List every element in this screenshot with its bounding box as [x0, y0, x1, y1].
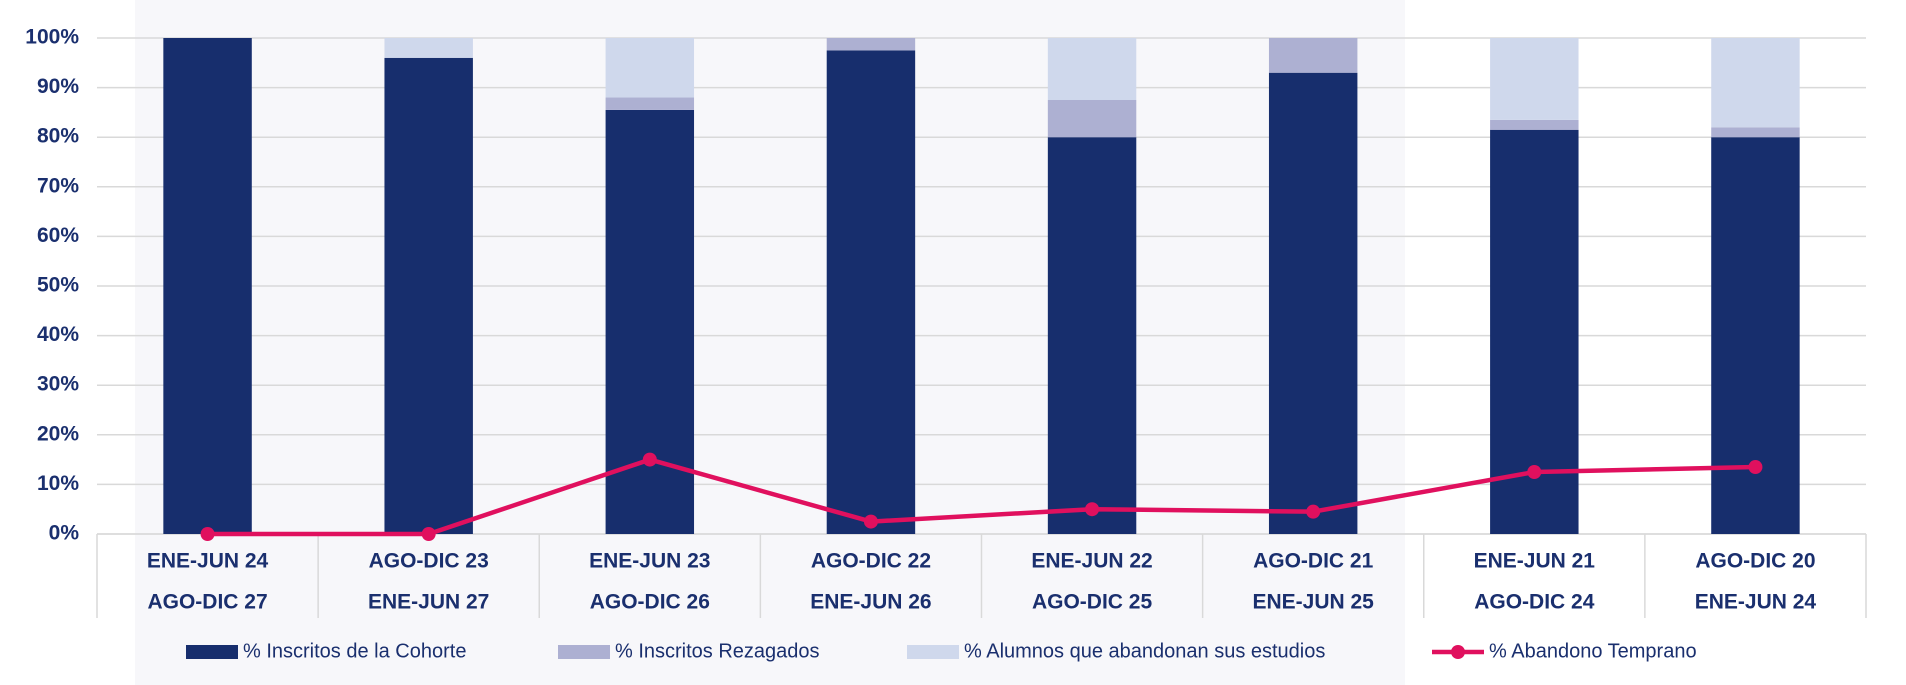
legend-swatch — [186, 645, 238, 659]
line-marker — [200, 527, 215, 541]
legend-marker — [1451, 645, 1465, 659]
legend-swatch — [907, 645, 959, 659]
bar-segment — [1711, 127, 1800, 138]
x-tick-label: AGO-DIC 25 — [1032, 591, 1153, 614]
y-tick-label: 30% — [37, 373, 79, 396]
y-tick-label: 10% — [37, 472, 79, 495]
x-tick-label: ENE-JUN 27 — [368, 591, 489, 614]
bar-segment — [384, 38, 473, 58]
x-tick-label: ENE-JUN 26 — [810, 591, 931, 614]
watermark-panel — [135, 0, 1405, 685]
bar-segment — [384, 57, 473, 535]
line-marker — [421, 527, 436, 541]
line-marker — [1748, 460, 1763, 475]
legend-label: % Inscritos de la Cohorte — [243, 640, 466, 662]
line-series — [207, 457, 1756, 537]
legend: % Inscritos de la Cohorte % Inscritos Rez… — [186, 640, 1697, 662]
y-tick-label: 60% — [37, 224, 79, 247]
bar-segment — [163, 38, 252, 534]
bar-segment — [1490, 119, 1579, 130]
bar-segment — [1268, 38, 1358, 73]
y-tick-label: 80% — [37, 125, 79, 148]
y-tick-label: 20% — [37, 422, 79, 445]
legend-swatch — [558, 645, 610, 659]
x-tick-label: ENE-JUN 22 — [1031, 550, 1152, 573]
bar-segment — [1711, 137, 1800, 534]
x-tick-label: ENE-JUN 24 — [147, 550, 269, 573]
bar-segment — [826, 50, 916, 535]
y-tick-label: 0% — [49, 522, 80, 545]
legend-label: % Inscritos Rezagados — [615, 640, 820, 662]
y-tick-label: 90% — [37, 75, 79, 98]
x-tick-label: AGO-DIC 24 — [1474, 591, 1595, 614]
y-tick-label: 100% — [25, 26, 79, 49]
line-marker — [1085, 502, 1100, 517]
legend-label: % Alumnos que abandonan sus estudios — [964, 640, 1325, 662]
bar-segment — [1711, 38, 1800, 128]
y-tick-label: 70% — [37, 174, 79, 197]
bar-segment — [1490, 38, 1579, 120]
x-tick-label: ENE-JUN 23 — [589, 550, 710, 573]
x-tick-label: AGO-DIC 27 — [147, 591, 267, 614]
bar-segment — [605, 97, 695, 110]
x-tick-label: AGO-DIC 23 — [369, 550, 489, 573]
bar-segment — [605, 38, 695, 98]
y-tick-label: 50% — [37, 274, 79, 297]
bar-segment — [1047, 38, 1137, 100]
y-tick-label: 40% — [37, 323, 79, 346]
x-tick-label: ENE-JUN 21 — [1474, 550, 1596, 573]
x-tick-label: AGO-DIC 26 — [590, 591, 710, 614]
bar-segment — [826, 38, 916, 51]
x-tick-label: ENE-JUN 25 — [1252, 591, 1374, 614]
x-tick-label: AGO-DIC 22 — [811, 550, 931, 573]
line-marker — [642, 452, 657, 467]
legend-label: % Abandono Temprano — [1489, 640, 1697, 662]
x-tick-label: AGO-DIC 21 — [1253, 550, 1374, 573]
x-tick-label: ENE-JUN 24 — [1695, 591, 1817, 614]
x-tick-label: AGO-DIC 20 — [1695, 550, 1815, 573]
line-marker — [863, 514, 878, 529]
bar-segment — [1268, 72, 1358, 534]
bar-segment — [1047, 100, 1137, 138]
line-marker — [1306, 504, 1321, 519]
bar-segment — [1047, 137, 1137, 534]
line-marker — [1527, 465, 1542, 479]
